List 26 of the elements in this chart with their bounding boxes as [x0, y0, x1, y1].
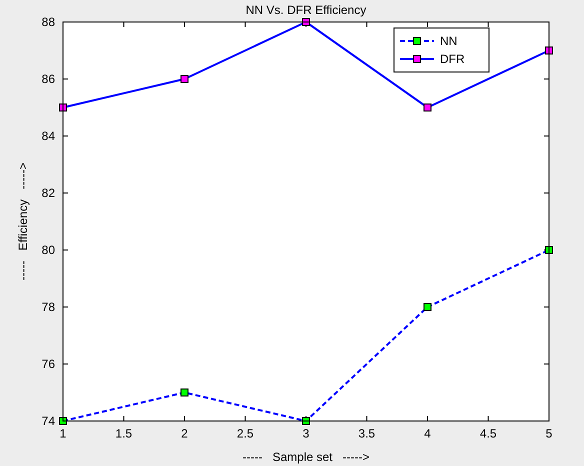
y-tick-label: 88 — [42, 14, 56, 29]
x-tick-label: 1 — [60, 426, 67, 441]
x-axis-title: ----- Sample set -----> — [242, 450, 370, 464]
legend-label: NN — [440, 34, 458, 48]
point — [424, 303, 432, 311]
x-tick-label: 3 — [302, 426, 310, 441]
y-tick-label: 80 — [42, 242, 56, 257]
x-tick-label: 1.5 — [115, 426, 132, 441]
legend-label: DFR — [440, 52, 465, 66]
y-tick-label: 86 — [42, 72, 56, 86]
x-tick-label: 5 — [546, 426, 553, 441]
y-tick-label: 82 — [42, 186, 56, 200]
x-tick-label: 4.5 — [480, 426, 497, 441]
y-tick-label: 84 — [42, 128, 56, 143]
point — [180, 75, 188, 83]
y-axis-title: ----- Efficiency -----> — [16, 162, 30, 281]
y-tick-label: 76 — [42, 356, 56, 371]
point — [180, 388, 188, 396]
point — [424, 104, 432, 112]
y-tick-label: 78 — [42, 300, 56, 314]
x-tick-label: 2.5 — [236, 426, 254, 441]
x-tick-label: 4 — [424, 426, 432, 441]
chart-title: NN Vs. DFR Efficiency — [246, 3, 366, 17]
y-tick-label: 74 — [42, 414, 56, 428]
x-tick-label: 2 — [181, 426, 188, 441]
x-tick-label: 3.5 — [358, 426, 376, 441]
